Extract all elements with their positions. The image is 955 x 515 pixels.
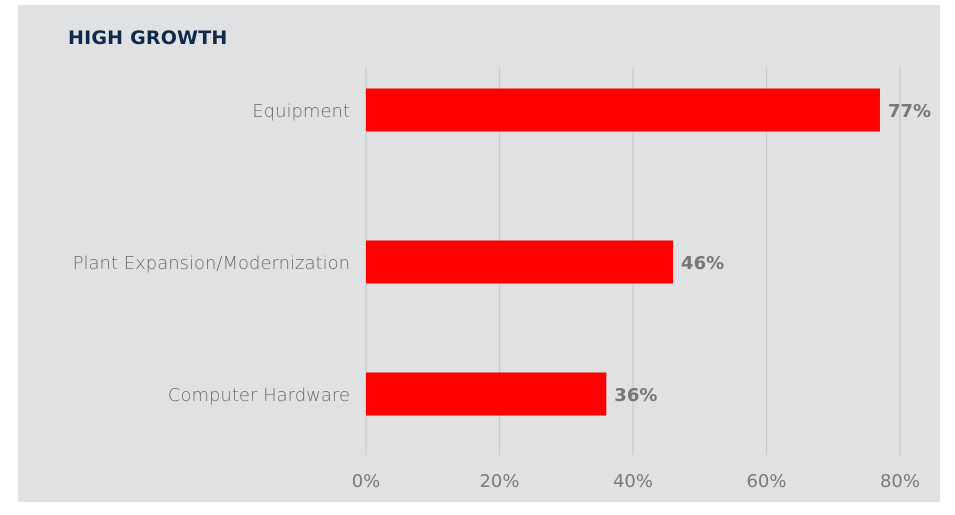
x-tick-label: 0% bbox=[352, 471, 381, 492]
bar bbox=[366, 372, 607, 416]
bar bbox=[366, 88, 880, 132]
category-label: Computer Hardware bbox=[168, 385, 350, 406]
data-label: 77% bbox=[888, 101, 931, 122]
chart-plot: 0% 20% 40% 60% 80% Equipment 77% Plant Expansio… bbox=[73, 67, 931, 492]
x-tick-label: 60% bbox=[746, 471, 786, 492]
labels: 0% 20% 40% 60% 80% Equipment 77% Plant Expansio… bbox=[73, 101, 931, 492]
category-label: Plant Expansion/Modernization bbox=[73, 253, 350, 274]
bar bbox=[366, 240, 674, 284]
category-label: Equipment bbox=[252, 101, 350, 122]
x-tick-label: 80% bbox=[880, 471, 920, 492]
data-label: 36% bbox=[614, 385, 657, 406]
bars bbox=[366, 88, 880, 416]
x-tick-label: 40% bbox=[613, 471, 653, 492]
x-tick-label: 20% bbox=[479, 471, 519, 492]
data-label: 46% bbox=[681, 253, 724, 274]
chart-title: HIGH GROWTH bbox=[68, 27, 228, 49]
chart-panel: HIGH GROWTH 0% 20% 40% 60% 80% Equipment 77% Pl… bbox=[18, 5, 940, 502]
